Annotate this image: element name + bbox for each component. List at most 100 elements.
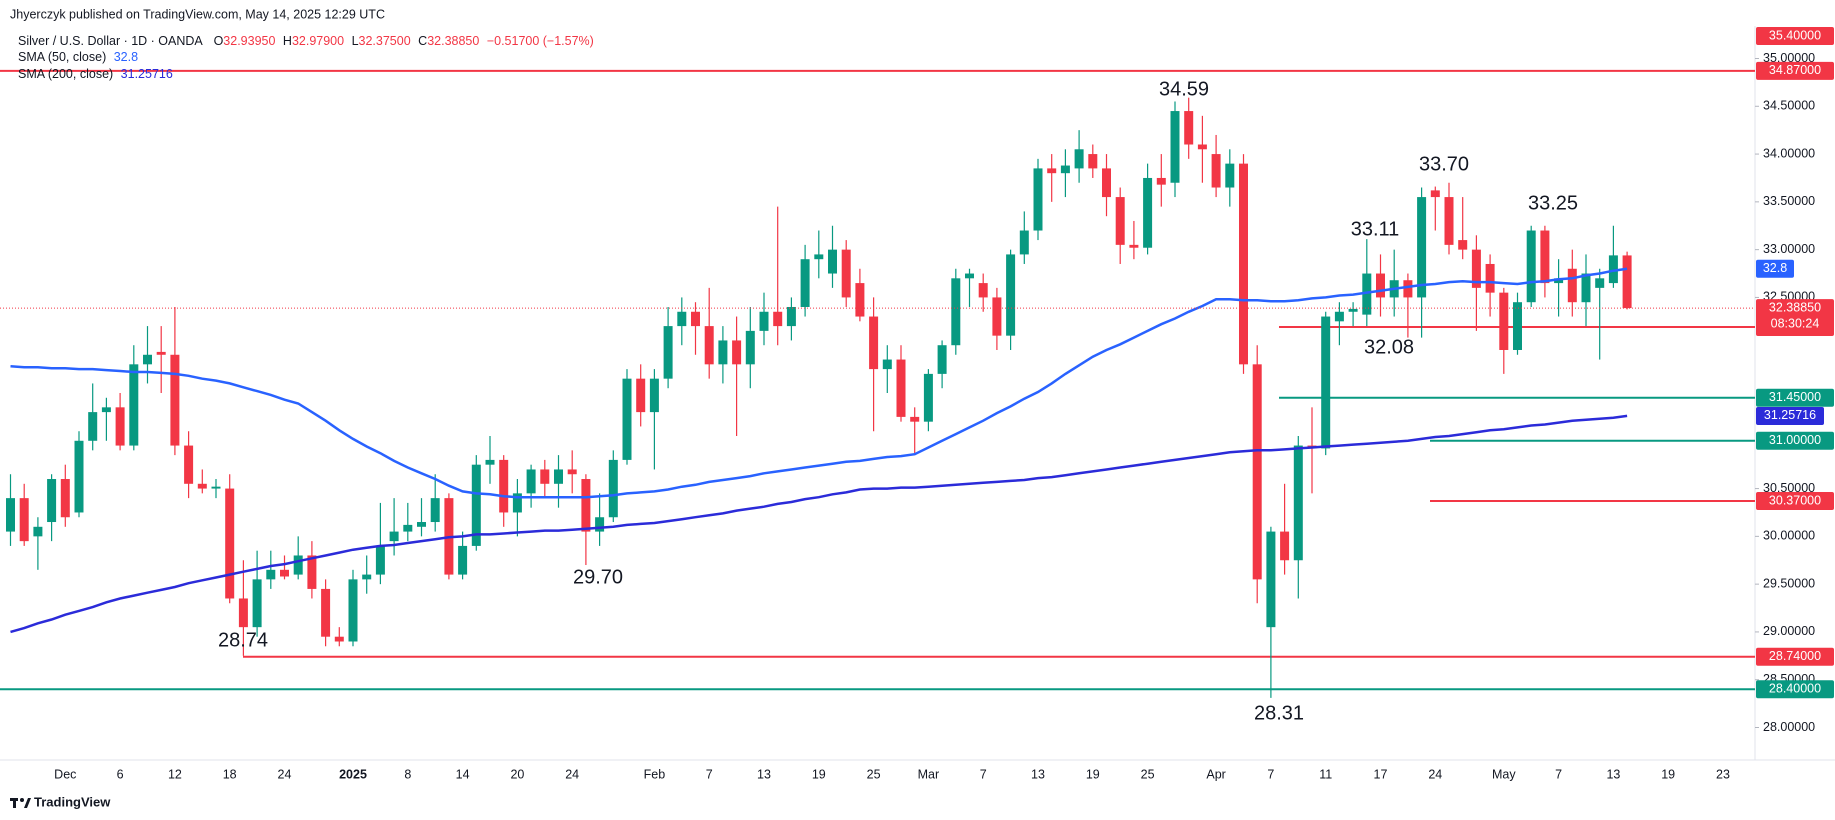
candle-body	[143, 354, 152, 365]
y-tick-label: 29.50000	[1763, 576, 1815, 590]
candle-body	[471, 464, 481, 546]
publisher: Jhyerczyk published on TradingView.com, …	[10, 7, 385, 21]
x-tick-label: Dec	[54, 767, 76, 781]
candle-body	[636, 378, 646, 413]
legend-value: 31.25716	[121, 67, 173, 81]
x-tick-label: 6	[117, 767, 124, 781]
candle-body	[526, 469, 536, 494]
ohlc-value: 32.37500	[359, 34, 411, 48]
candle-body	[211, 486, 221, 489]
candle-body	[348, 579, 358, 642]
candle-body	[608, 459, 618, 518]
candle-body	[1197, 144, 1207, 150]
candle-body	[1239, 163, 1248, 365]
axes: 35.00000 34.50000 34.00000 33.50000 33.00000…	[54, 51, 1815, 782]
level-badge-label: 34.87000	[1769, 63, 1821, 77]
level-badge-bg	[1756, 491, 1834, 510]
candle-body	[1047, 168, 1057, 174]
annotation: 33.25	[1528, 192, 1578, 214]
sma-badge-bg	[1756, 406, 1824, 425]
candle-body	[1554, 278, 1564, 284]
candle-body	[74, 440, 84, 513]
x-tick-label: 23	[1716, 767, 1730, 781]
candle-body	[389, 531, 399, 542]
ohlc-key: L	[352, 34, 359, 48]
candle-body	[430, 498, 440, 523]
ohlc-value: 32.93950	[223, 34, 275, 48]
candle-body	[732, 340, 742, 365]
candle-body	[115, 407, 125, 446]
candle-body	[1567, 268, 1577, 303]
x-tick-label: 19	[812, 767, 826, 781]
level-badge-label: 35.40000	[1769, 28, 1821, 42]
level-badge-label: 31.45000	[1769, 390, 1821, 404]
candle-body	[485, 459, 495, 465]
candle-body	[252, 579, 262, 628]
plot-area	[0, 69, 1755, 698]
candle-body	[1608, 255, 1618, 284]
candle-body	[362, 574, 372, 580]
x-tick-label: 13	[757, 767, 771, 781]
candle-body	[1074, 149, 1084, 169]
x-tick-label: 13	[1031, 767, 1045, 781]
candle-body	[1499, 292, 1509, 350]
candle-body	[704, 326, 714, 365]
x-tick-label: 20	[510, 767, 524, 781]
candle-body	[896, 359, 906, 417]
candle-body	[1403, 280, 1413, 298]
candle-body	[1458, 240, 1468, 250]
candle-body	[828, 249, 837, 274]
candle-body	[33, 526, 43, 537]
candle-body	[1170, 111, 1180, 183]
candle-body	[1540, 230, 1550, 284]
candle-body	[307, 555, 317, 589]
candle-body	[280, 569, 289, 577]
x-tick-label: Mar	[918, 767, 940, 781]
annotation: 29.70	[573, 566, 623, 588]
candle-body	[978, 283, 988, 298]
candle-body	[375, 545, 385, 575]
candle-body	[595, 517, 605, 532]
candle-body	[869, 316, 879, 370]
level-badge-bg	[1756, 27, 1834, 45]
candle-body	[567, 469, 577, 475]
y-tick-label: 30.50000	[1763, 481, 1815, 495]
candle-body	[992, 297, 1002, 336]
candle-body	[156, 351, 166, 355]
candle-body	[1033, 168, 1043, 231]
candle-body	[1376, 273, 1385, 298]
sma-line	[10, 414, 1628, 634]
candle-body	[1252, 364, 1262, 580]
candle-body	[773, 311, 783, 327]
x-tick-label: 18	[223, 767, 237, 781]
candle-body	[293, 555, 303, 575]
level-badge-bg	[1756, 647, 1834, 666]
x-tick-label: Apr	[1206, 767, 1225, 781]
candle-body	[1485, 263, 1495, 293]
x-tick-label: 17	[1374, 767, 1388, 781]
brand-logo	[10, 798, 31, 808]
candle-body	[6, 498, 15, 532]
legend-value: 32.8	[114, 50, 138, 64]
x-tick-label: 13	[1606, 767, 1620, 781]
level-badge-label: 28.74000	[1769, 649, 1821, 663]
last-price-label: 32.38850	[1769, 300, 1821, 314]
level-badge-bg	[1756, 61, 1834, 80]
candle-body	[1362, 273, 1372, 315]
candle-body	[1280, 531, 1290, 561]
candle-body	[1060, 165, 1070, 174]
candle-body	[745, 330, 755, 365]
candle-body	[1006, 254, 1016, 336]
x-tick-label: 8	[404, 767, 411, 781]
candle-body	[855, 283, 865, 317]
candle-body	[458, 545, 468, 575]
y-tick-label: 34.00000	[1763, 146, 1815, 160]
ohlc-key: H	[283, 34, 292, 48]
change: −0.51700 (−1.57%)	[487, 34, 594, 48]
candle-body	[1417, 197, 1427, 298]
candle-body	[1526, 230, 1536, 303]
legend-name: SMA (200, close)	[18, 67, 113, 81]
x-tick-label: 25	[1141, 767, 1155, 781]
